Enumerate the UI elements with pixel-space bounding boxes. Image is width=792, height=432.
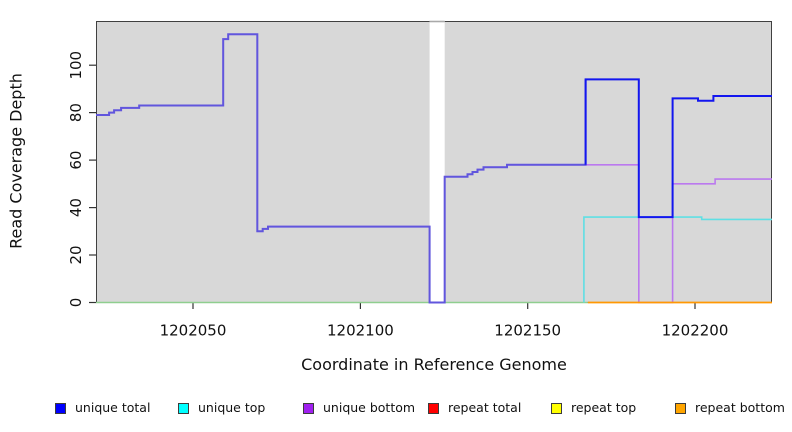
y-tick-label: 0 xyxy=(67,298,85,308)
x-tick-label: 1202200 xyxy=(662,322,729,340)
y-tick-label: 40 xyxy=(67,198,85,217)
y-tick-label: 60 xyxy=(67,151,85,170)
series-line-unique-total xyxy=(584,78,772,219)
y-tick-label: 100 xyxy=(67,51,85,80)
x-tick-label: 1202050 xyxy=(160,322,227,340)
x-tick-label: 1202150 xyxy=(494,322,561,340)
series-line-unique-top xyxy=(583,216,772,303)
series-line-unique-total xyxy=(96,33,587,304)
x-axis-title: Coordinate in Reference Genome xyxy=(301,355,567,374)
y-tick-label: 80 xyxy=(67,103,85,122)
y-axis-title: Read Coverage Depth xyxy=(6,73,26,249)
x-tick-label: 1202100 xyxy=(327,322,394,340)
no-data-gap xyxy=(429,20,445,304)
y-tick-label: 20 xyxy=(67,245,85,264)
